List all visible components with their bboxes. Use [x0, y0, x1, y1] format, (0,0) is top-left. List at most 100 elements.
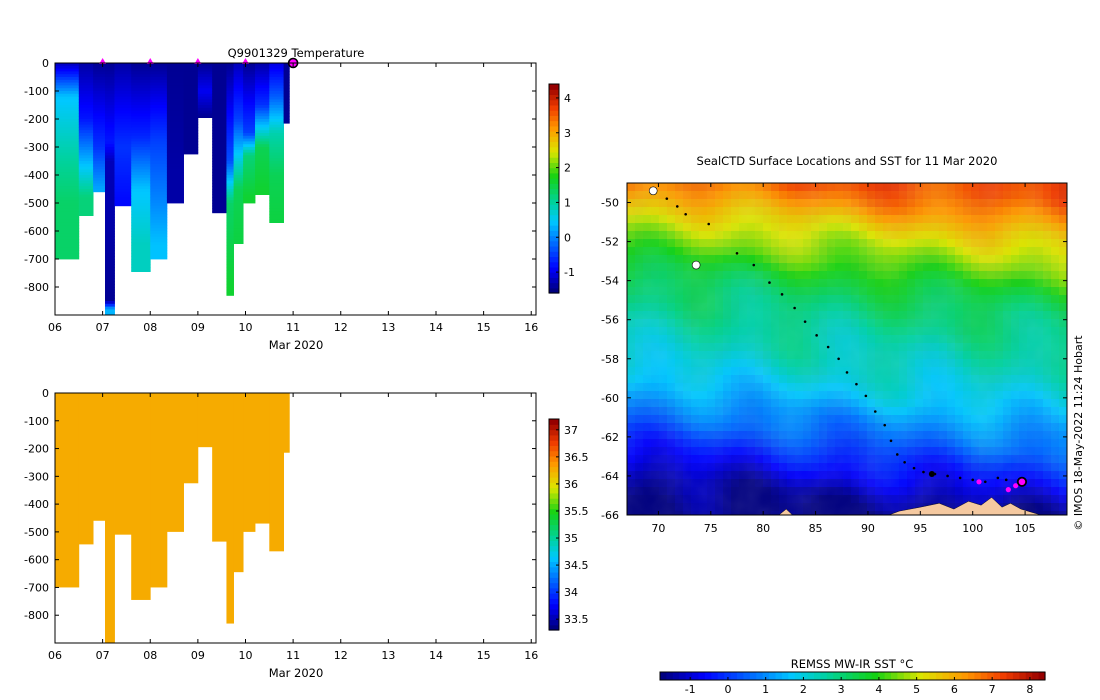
temperature-cell [283, 88, 290, 92]
temperature-cell [212, 99, 227, 103]
sst-colorbar-tick-label: 4 [875, 683, 882, 696]
temperature-cell [255, 141, 270, 145]
temperature-cell [131, 228, 151, 232]
salinity-x-tick-label: 06 [48, 649, 62, 662]
temperature-colorbar-swatch [549, 251, 559, 258]
temperature-cell [114, 105, 132, 109]
temperature-colorbar-label: 2 [564, 162, 571, 175]
temperature-colorbar-label: 4 [564, 92, 571, 105]
temperature-cell [255, 166, 270, 170]
map-x-tick-label: 75 [704, 522, 718, 535]
temperature-cell [166, 65, 184, 69]
sst-colorbar-swatch [801, 672, 809, 680]
temperature-cell [78, 85, 94, 89]
temperature-cell [131, 138, 151, 142]
temperature-cell [105, 312, 115, 315]
temperature-cell [114, 183, 132, 187]
sst-colorbar-swatch [660, 672, 668, 680]
temperature-cell [183, 79, 199, 83]
temperature-cell [197, 91, 213, 95]
temperature-cell [150, 65, 168, 69]
temperature-cell [105, 219, 115, 223]
temperature-cell [269, 155, 284, 159]
temperature-cell [283, 85, 290, 89]
temperature-colorbar-swatch [549, 198, 559, 205]
track-point [803, 320, 807, 323]
temperature-cell [93, 65, 106, 69]
temperature-cell [150, 242, 168, 246]
temperature-x-tick-label: 16 [524, 321, 538, 334]
salinity-profile-cells [55, 393, 290, 643]
temperature-cell [150, 189, 168, 193]
temperature-cell [78, 186, 94, 190]
temperature-cell [105, 155, 115, 159]
temperature-cell [105, 191, 115, 195]
temperature-cell [114, 74, 132, 78]
temperature-cell [212, 149, 227, 153]
temperature-cell [93, 186, 106, 190]
salinity-x-tick-label: 11 [286, 649, 300, 662]
temperature-cell [78, 152, 94, 156]
temperature-cell [131, 172, 151, 176]
temperature-cell [166, 189, 184, 193]
temperature-cell [131, 261, 151, 265]
sst-colorbar-swatch [903, 672, 911, 680]
temperature-cell [233, 203, 244, 207]
temperature-cell [93, 79, 106, 83]
temperature-cell [55, 180, 80, 184]
temperature-cell [105, 158, 115, 162]
temperature-cell [243, 180, 256, 184]
temperature-cell [131, 99, 151, 103]
temperature-cell [131, 71, 151, 75]
map-y-tick-label: -64 [601, 470, 619, 483]
temperature-colorbar-swatch [549, 287, 559, 294]
temperature-cell [233, 96, 244, 100]
temperature-cell [105, 242, 115, 246]
salinity-x-tick-label: 13 [381, 649, 395, 662]
temperature-cell [150, 239, 168, 243]
temperature-cell [105, 119, 115, 123]
temperature-cell [255, 127, 270, 131]
temperature-cell [255, 105, 270, 109]
temperature-cell [114, 71, 132, 75]
temperature-cell [243, 116, 256, 120]
salinity-x-label: Mar 2020 [269, 666, 324, 680]
temperature-cell [183, 147, 199, 151]
temperature-cell [197, 116, 213, 118]
temperature-colorbar-swatch [549, 277, 559, 284]
temperature-cell [131, 177, 151, 181]
temperature-cell [183, 105, 199, 109]
sst-colorbar-swatch [910, 672, 918, 680]
temperature-cell [114, 63, 132, 67]
temperature-cell [93, 85, 106, 89]
temperature-cell [183, 82, 199, 86]
track-point [946, 474, 949, 478]
temperature-cell [93, 74, 106, 78]
map-x-tick-label: 100 [962, 522, 983, 535]
temperature-cell [243, 152, 256, 156]
temperature-colorbar-swatch [549, 193, 559, 200]
temperature-cell [105, 208, 115, 212]
temperature-cell [93, 138, 106, 142]
temperature-cell [131, 163, 151, 167]
temperature-colorbar-swatch [549, 104, 559, 111]
temperature-cell [78, 102, 94, 106]
temperature-cell [283, 82, 290, 86]
temperature-cell [183, 102, 199, 106]
salinity-colorbar-swatch [549, 545, 559, 552]
temperature-cell [131, 144, 151, 148]
temperature-cell [105, 163, 115, 167]
temperature-cell [197, 110, 213, 114]
temperature-cell [93, 71, 106, 75]
temperature-cell [114, 85, 132, 89]
temperature-cell [55, 217, 80, 221]
temperature-cell [55, 203, 80, 207]
temperature-cell [131, 231, 151, 235]
temperature-cell [150, 247, 168, 251]
temperature-cell [233, 163, 244, 167]
temperature-cell [212, 203, 227, 207]
temperature-cell [233, 219, 244, 223]
sst-colorbar-swatch [1025, 672, 1033, 680]
track-point [889, 439, 893, 443]
temperature-cell [55, 194, 80, 198]
